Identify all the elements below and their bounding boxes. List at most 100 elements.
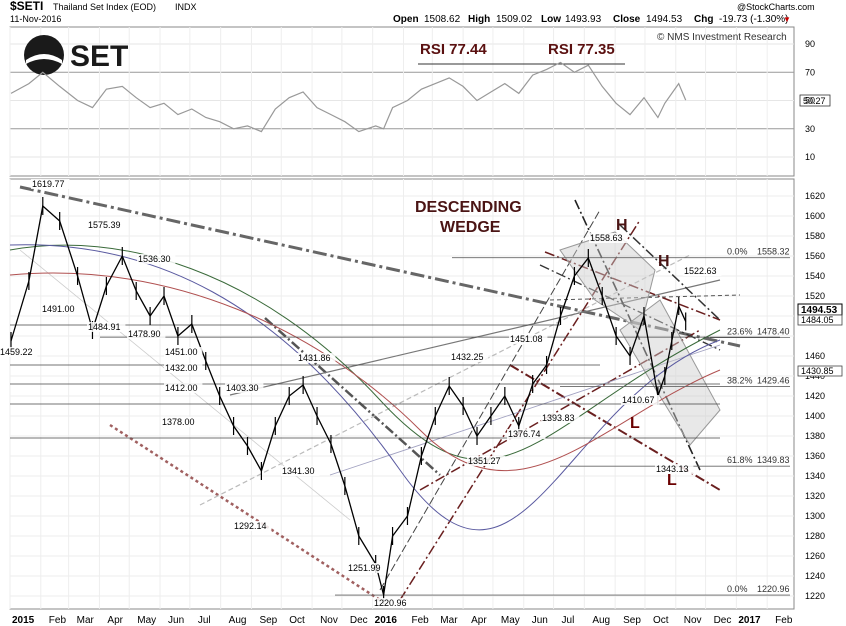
price-label: 1558.63	[590, 233, 623, 243]
open-label: Open	[393, 14, 419, 25]
fib-percent: 23.6%	[727, 327, 753, 337]
fibonacci-lines: 0.0% 1558.32 23.6% 1478.40 38.2% 1429.46 61.8%…	[335, 247, 790, 596]
close-value: 1494.53	[646, 14, 683, 25]
month-label: Aug	[229, 615, 247, 626]
month-axis: 2015 Feb Mar Apr May Jun Jul Aug Sep Oct Nov Dec 201…	[12, 615, 793, 626]
price-tick-label: 1380	[805, 431, 825, 441]
price-tick-label: 1360	[805, 451, 825, 461]
rsi-tick-label: 70	[805, 67, 815, 77]
price-label: 1251.99	[348, 563, 381, 573]
price-labels: 1619.77 1575.39 1536.30 1491.00 1484.91 1478.…	[0, 179, 722, 608]
price-tick-label: 1280	[805, 531, 825, 541]
header-date: 11-Nov-2016	[10, 14, 61, 24]
price-bars	[10, 197, 687, 604]
fib-value: 1349.83	[757, 455, 790, 465]
price-label-bg	[137, 254, 176, 264]
diagonal-line-11	[619, 224, 721, 321]
rsi-tick-label: 90	[805, 39, 815, 49]
price-label-bg	[621, 395, 660, 405]
month-label: May	[501, 615, 520, 626]
header-exchange: INDX	[175, 2, 197, 12]
month-label: Apr	[471, 615, 487, 626]
ma-red	[9, 272, 721, 472]
month-label: 2016	[375, 615, 398, 626]
rsi-current: 50.27	[803, 96, 826, 106]
price-label: 1451.08	[510, 334, 543, 344]
month-label: 2015	[12, 615, 35, 626]
month-label: Nov	[684, 615, 702, 626]
price-label: 1412.00	[165, 383, 198, 393]
price-label-bg	[541, 413, 580, 423]
third-price-box	[797, 365, 843, 377]
price-label-bg	[164, 363, 203, 373]
price-label-bg	[655, 464, 694, 474]
price-label-bg	[87, 220, 126, 230]
price-label: 1378.00	[162, 417, 195, 427]
price-label-bg	[161, 417, 200, 427]
price-tick-label: 1300	[805, 511, 825, 521]
price-tick-label: 1340	[805, 471, 825, 481]
high-label: High	[468, 14, 490, 25]
month-label: Jul	[198, 615, 211, 626]
low-value: 1493.93	[565, 14, 602, 25]
fib-value: 1429.46	[757, 376, 790, 386]
pattern-title-1: DESCENDING	[415, 199, 522, 216]
price-label-bg	[450, 352, 489, 362]
diagonal-line-12	[549, 294, 741, 301]
price-label: 1376.74	[508, 429, 541, 439]
price-label-bg	[0, 347, 38, 357]
price-tick-label: 1520	[805, 291, 825, 301]
month-label: Dec	[350, 615, 368, 626]
month-label: Jul	[562, 615, 575, 626]
second-price-box	[797, 314, 843, 326]
month-label: Apr	[107, 615, 123, 626]
chg-label: Chg	[694, 14, 713, 25]
diagonal-line-3	[229, 279, 721, 396]
price-panel	[9, 178, 795, 610]
price-label-bg	[373, 598, 412, 608]
rsi-tick-label: 30	[805, 124, 815, 134]
month-label: Nov	[320, 615, 338, 626]
price-label-bg	[31, 179, 70, 189]
price-grid	[10, 195, 794, 597]
high-value: 1509.02	[496, 14, 533, 25]
header-name: Thailand Set Index (EOD)	[53, 2, 156, 12]
month-label: Sep	[623, 615, 641, 626]
price-label: 1431.86	[298, 353, 331, 363]
low-label-2: L	[667, 472, 677, 489]
price-label: 1220.96	[374, 598, 407, 608]
price-label-bg	[297, 353, 336, 363]
price-label: 1619.77	[32, 179, 65, 189]
diagonal-line-10	[539, 264, 721, 351]
price-axis: 1620160015801560154015201460144014201400…	[805, 191, 825, 601]
price-label-bg	[509, 334, 548, 344]
second-price: 1484.05	[801, 315, 834, 325]
wedge-upper-line	[19, 185, 741, 348]
price-label-bg	[507, 429, 546, 439]
open-value: 1508.62	[424, 14, 461, 25]
logo-wave-icon	[26, 54, 62, 64]
price-label: 1484.91	[88, 322, 121, 332]
rsi-label-2: RSI 77.35	[548, 41, 615, 58]
price-label: 1491.00	[42, 304, 75, 314]
rsi-line	[10, 61, 687, 133]
price-label-bg	[281, 466, 320, 476]
price-label-bg	[41, 304, 80, 314]
month-label: Dec	[714, 615, 732, 626]
price-label-bg	[589, 233, 628, 243]
credit: @StockCharts.com	[737, 2, 815, 12]
diagonal-line-5	[399, 219, 641, 601]
price-label: 1575.39	[88, 220, 121, 230]
close-label: Close	[613, 14, 641, 25]
fib-percent: 0.0%	[727, 247, 748, 257]
month-grid	[9, 27, 768, 609]
price-label: 1432.00	[165, 363, 198, 373]
diagonal-line-8	[544, 251, 721, 321]
rsi-current-box	[799, 94, 831, 107]
third-price: 1430.85	[801, 366, 834, 376]
price-tick-label: 1580	[805, 231, 825, 241]
fib-percent: 38.2%	[727, 376, 753, 386]
diagonal-line-4	[379, 209, 601, 591]
rsi-tick-label: 50	[805, 96, 815, 106]
